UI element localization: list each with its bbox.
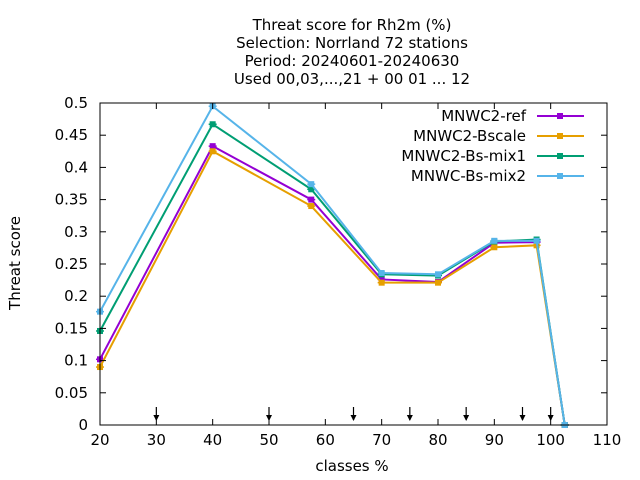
arrow-marker-head bbox=[463, 415, 470, 421]
y-tick-label: 0.5 bbox=[64, 94, 88, 112]
chart-title: Threat score for Rh2m (%) Selection: Nor… bbox=[234, 16, 470, 88]
y-tick-label: 0.1 bbox=[64, 352, 88, 370]
legend: MNWC2-ref MNWC2-Bscale MNWC2-Bs-mix1 MNWC-B… bbox=[401, 107, 584, 185]
legend-entry: MNWC2-ref bbox=[441, 107, 584, 125]
y-tick-label: 0.25 bbox=[55, 255, 88, 273]
title-line-3: Period: 20240601-20240630 bbox=[245, 52, 460, 70]
y-tick-label: 0.15 bbox=[55, 319, 88, 337]
arrow-marker-head bbox=[350, 415, 357, 421]
legend-label: MNWC2-ref bbox=[441, 107, 526, 125]
y-tick-label: 0.3 bbox=[64, 223, 88, 241]
series-MNWC2-ref bbox=[96, 143, 569, 428]
x-tick-label: 90 bbox=[485, 431, 504, 449]
y-tick-label: 0.2 bbox=[64, 287, 88, 305]
y-tick-label: 0 bbox=[78, 416, 88, 434]
series-line bbox=[99, 144, 566, 426]
x-tick-label: 20 bbox=[90, 431, 109, 449]
title-line-1: Threat score for Rh2m (%) bbox=[252, 16, 452, 34]
arrow-marker-head bbox=[547, 415, 554, 421]
title-line-4: Used 00,03,...,21 + 00 01 ... 12 bbox=[234, 70, 470, 88]
legend-entry: MNWC2-Bscale bbox=[413, 127, 584, 145]
y-tick-label: 0.35 bbox=[55, 191, 88, 209]
x-axis-label: classes % bbox=[315, 457, 388, 475]
legend-entry: MNWC2-Bs-mix1 bbox=[401, 147, 584, 165]
arrow-marker-head bbox=[266, 415, 272, 421]
title-line-2: Selection: Norrland 72 stations bbox=[236, 34, 468, 52]
y-axis-label: Threat score bbox=[6, 216, 24, 311]
x-tick-label: 30 bbox=[147, 431, 166, 449]
legend-label: MNWC2-Bs-mix1 bbox=[401, 147, 526, 165]
x-tick-label: 70 bbox=[372, 431, 391, 449]
y-tick-label: 0.05 bbox=[55, 384, 88, 402]
x-tick-label: 60 bbox=[316, 431, 335, 449]
legend-label: MNWC-Bs-mix2 bbox=[411, 167, 526, 185]
arrow-marker-head bbox=[153, 415, 160, 421]
y-tick-label: 0.45 bbox=[55, 126, 88, 144]
x-tick-label: 100 bbox=[536, 431, 565, 449]
x-tick-label: 50 bbox=[259, 431, 278, 449]
arrow-marker-head bbox=[406, 415, 413, 421]
arrow-markers bbox=[153, 407, 554, 421]
y-tick-label: 0.4 bbox=[64, 158, 88, 176]
arrow-marker-head bbox=[519, 415, 526, 421]
x-tick-label: 110 bbox=[593, 431, 622, 449]
series-line bbox=[99, 104, 566, 426]
axis-ticks: 20 30 40 50 60 70 80 90 100 110 0 0.05 0.1 0.15 0.2 0.2… bbox=[55, 94, 622, 449]
legend-label: MNWC2-Bscale bbox=[413, 127, 526, 145]
legend-entry: MNWC-Bs-mix2 bbox=[411, 167, 584, 185]
series-line bbox=[99, 149, 566, 426]
x-tick-label: 80 bbox=[428, 431, 447, 449]
x-tick-label: 40 bbox=[203, 431, 222, 449]
plot-frame bbox=[99, 102, 608, 426]
